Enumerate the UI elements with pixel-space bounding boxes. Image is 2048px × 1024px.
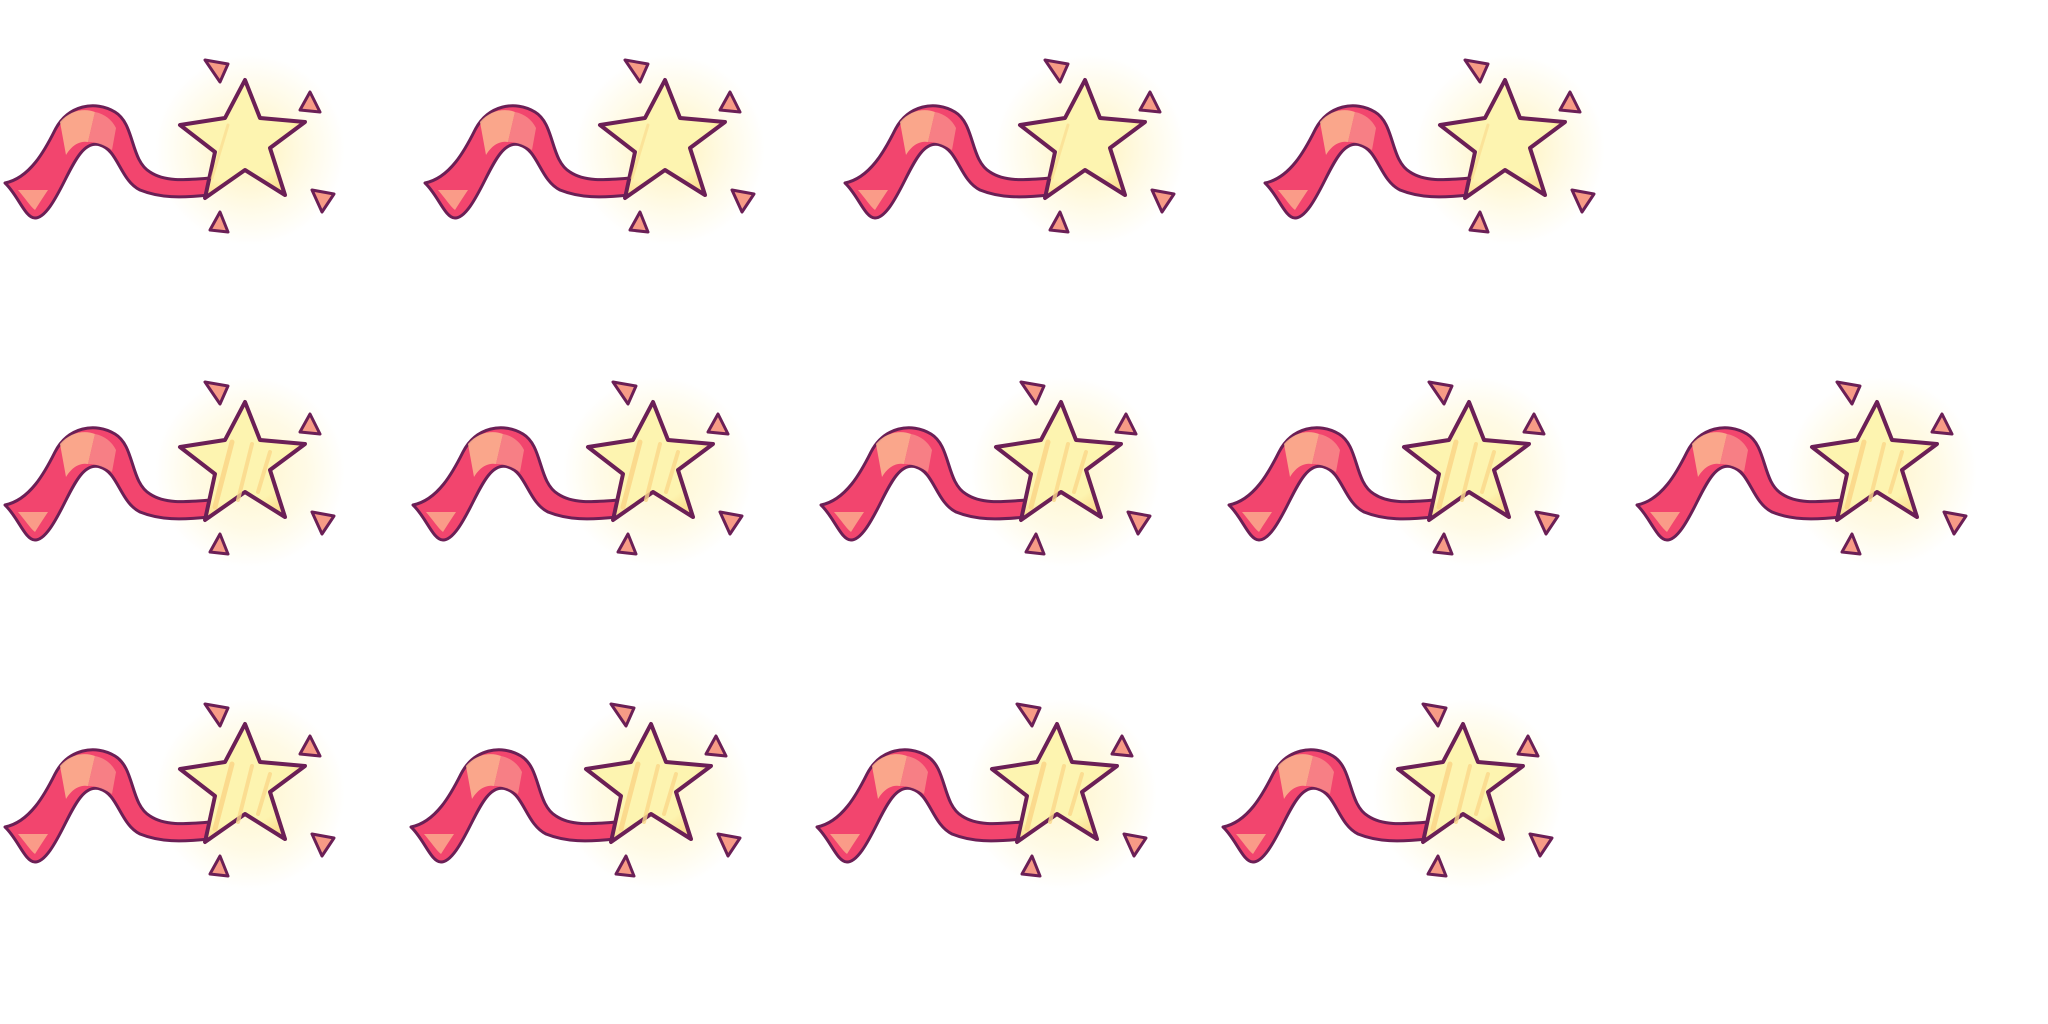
sprite-frame-r2-f3 xyxy=(816,372,1176,572)
star-icon xyxy=(178,722,307,844)
ribbon-trail xyxy=(815,748,1024,864)
sprite-frame-r1-f2 xyxy=(420,50,780,250)
sprite-frame-r1-f4 xyxy=(1260,50,1620,250)
ribbon-trail xyxy=(409,748,618,864)
sparkle-shards xyxy=(1427,380,1560,556)
star-icon xyxy=(1396,722,1525,844)
star-icon xyxy=(586,400,715,522)
sprite-frame-r3-f3 xyxy=(812,694,1172,894)
ribbon-trail xyxy=(3,104,212,220)
ribbon-trail xyxy=(3,426,212,542)
ribbon-trail xyxy=(819,426,1028,542)
sprite-frame-r2-f2 xyxy=(408,372,768,572)
star-icon xyxy=(994,400,1123,522)
star-icon xyxy=(178,400,307,522)
star-icon xyxy=(990,722,1119,844)
sprite-frame-r3-f1 xyxy=(0,694,360,894)
sprite-frame-r3-f4 xyxy=(1218,694,1578,894)
sparkle-shards xyxy=(1421,702,1554,878)
ribbon-trail xyxy=(843,104,1052,220)
sparkle-shards xyxy=(203,58,336,234)
ribbon-trail xyxy=(423,104,632,220)
ribbon-trail xyxy=(3,748,212,864)
sprite-frame-r1-f1 xyxy=(0,50,360,250)
star-icon xyxy=(1810,400,1939,522)
sparkle-shards xyxy=(203,702,336,878)
star-icon xyxy=(598,78,727,200)
sparkle-shards xyxy=(1043,58,1176,234)
sparkle-shards xyxy=(611,380,744,556)
sprite-frame-r2-f5 xyxy=(1632,372,1992,572)
sprite-frame-r1-f3 xyxy=(840,50,1200,250)
sparkle-shards xyxy=(203,380,336,556)
ribbon-trail xyxy=(1227,426,1436,542)
sparkle-shards xyxy=(1463,58,1596,234)
ribbon-trail xyxy=(1635,426,1844,542)
sparkle-shards xyxy=(623,58,756,234)
sparkle-shards xyxy=(1015,702,1148,878)
ribbon-trail xyxy=(1221,748,1430,864)
star-icon xyxy=(1402,400,1531,522)
ribbon-trail xyxy=(1263,104,1472,220)
star-icon xyxy=(1438,78,1567,200)
ribbon-trail xyxy=(411,426,620,542)
sparkle-shards xyxy=(609,702,742,878)
star-icon xyxy=(1018,78,1147,200)
sprite-frame-r2-f4 xyxy=(1224,372,1584,572)
sparkle-shards xyxy=(1019,380,1152,556)
sprite-frame-r2-f1 xyxy=(0,372,360,572)
sparkle-shards xyxy=(1835,380,1968,556)
sprite-frame-r3-f2 xyxy=(406,694,766,894)
star-icon xyxy=(178,78,307,200)
star-icon xyxy=(584,722,713,844)
